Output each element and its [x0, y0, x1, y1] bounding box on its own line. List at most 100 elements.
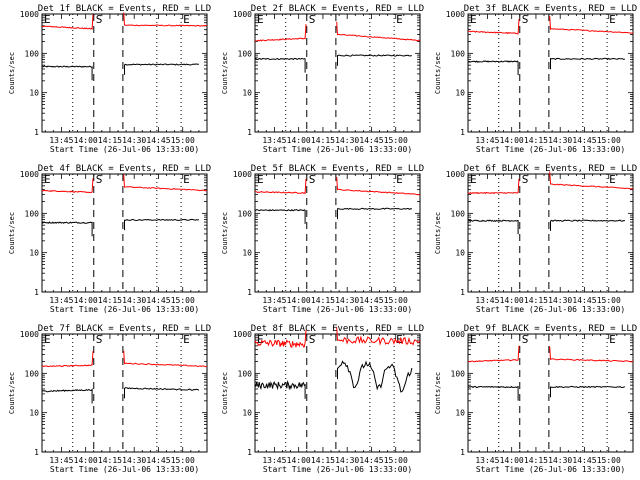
end-marker: E: [44, 333, 51, 346]
lld-series-line: [336, 21, 421, 42]
y-axis-label: Counts/sec: [8, 372, 16, 414]
x-tick-label: 14:00: [74, 296, 98, 305]
panel-title: Det 4f BLACK = Events, RED = LLD: [38, 164, 211, 174]
y-tick-label: 100: [238, 209, 253, 218]
lld-series-line: [255, 178, 307, 195]
panel-title: Det 3f BLACK = Events, RED = LLD: [464, 4, 637, 14]
x-tick-label: 14:30: [335, 136, 359, 145]
events-series-line: [124, 218, 200, 231]
start-marker: S: [522, 13, 529, 26]
lld-series-line: [123, 350, 208, 368]
lld-series-line: [549, 16, 634, 34]
x-tick-label: 15:00: [384, 456, 408, 465]
x-tick-label: 14:00: [500, 136, 524, 145]
panel-title: Det 6f BLACK = Events, RED = LLD: [464, 164, 637, 174]
x-axis: 13:45 14:00 14:15 14:30 14:45 15:00: [44, 174, 208, 305]
start-marker: S: [96, 173, 103, 186]
x-tick-label: 14:45: [146, 136, 170, 145]
y-tick-label: 1: [247, 288, 252, 297]
events-series-line: [337, 54, 412, 66]
x-axis-label: Start Time (26-Jul-06 13:33:00): [263, 145, 412, 154]
start-marker: S: [309, 173, 316, 186]
y-tick-label: 100: [451, 209, 466, 218]
lld-series-line: [41, 14, 94, 30]
x-axis-label: Start Time (26-Jul-06 13:33:00): [476, 145, 625, 154]
panel-title: Det 2f BLACK = Events, RED = LLD: [251, 4, 424, 14]
end-marker: E: [609, 13, 616, 26]
panel-det-3: Det 3f BLACK = Events, RED = LLD 1 10 100 10…: [434, 4, 637, 154]
events-series-line: [41, 65, 93, 81]
lld-series-line: [123, 12, 208, 27]
x-tick-label: 15:00: [384, 296, 408, 305]
y-axis: 1 10 100 1000: [20, 170, 207, 297]
x-tick-label: 14:15: [524, 136, 548, 145]
x-tick-label: 14:45: [146, 456, 170, 465]
end-marker: E: [470, 333, 477, 346]
start-marker: S: [309, 333, 316, 346]
x-axis: 13:45 14:00 14:15 14:30 14:45 15:00: [470, 174, 634, 305]
x-tick-label: 13:45: [49, 136, 73, 145]
x-tick-label: 14:15: [98, 456, 122, 465]
y-axis: 1 10 100 1000: [233, 330, 420, 457]
end-marker: E: [44, 13, 51, 26]
x-tick-label: 14:15: [524, 296, 548, 305]
x-tick-label: 14:00: [500, 456, 524, 465]
x-tick-label: 14:00: [74, 456, 98, 465]
x-tick-label: 14:30: [122, 136, 146, 145]
end-marker: E: [470, 13, 477, 26]
events-series-line: [41, 221, 93, 237]
y-tick-label: 1: [34, 128, 39, 137]
end-marker: E: [257, 13, 264, 26]
y-tick-label: 1: [460, 288, 465, 297]
y-tick-label: 10: [242, 89, 252, 98]
y-tick-label: 10: [29, 409, 39, 418]
lld-series-line: [336, 176, 421, 196]
y-axis-label: Counts/sec: [434, 212, 442, 254]
x-tick-label: 13:45: [49, 296, 73, 305]
lld-series-line: [467, 19, 520, 35]
x-tick-label: 15:00: [597, 136, 621, 145]
x-tick-label: 14:45: [572, 296, 596, 305]
panel-title: Det 5f BLACK = Events, RED = LLD: [251, 164, 424, 174]
x-axis-label: Start Time (26-Jul-06 13:33:00): [50, 145, 199, 154]
x-tick-label: 14:30: [548, 456, 572, 465]
end-marker: E: [396, 173, 403, 186]
x-tick-label: 13:45: [475, 136, 499, 145]
y-tick-label: 10: [29, 249, 39, 258]
x-tick-label: 14:30: [122, 296, 146, 305]
y-axis-label: Counts/sec: [434, 372, 442, 414]
x-tick-label: 14:15: [98, 136, 122, 145]
events-series-line: [41, 387, 93, 404]
y-tick-label: 1000: [233, 170, 252, 179]
x-tick-label: 13:45: [475, 296, 499, 305]
y-tick-label: 1000: [446, 10, 465, 19]
y-tick-label: 10: [455, 409, 465, 418]
x-axis-label: Start Time (26-Jul-06 13:33:00): [50, 305, 199, 314]
end-marker: E: [183, 13, 190, 26]
lld-series-line: [41, 351, 94, 368]
panel-det-4: Det 4f BLACK = Events, RED = LLD 1 10 100 10…: [8, 164, 211, 314]
y-axis: 1 10 100 1000: [446, 170, 633, 297]
events-series-line: [254, 379, 306, 399]
y-tick-label: 1: [460, 448, 465, 457]
x-tick-label: 14:00: [287, 136, 311, 145]
events-series-line: [124, 63, 200, 75]
x-tick-label: 14:30: [335, 456, 359, 465]
x-tick-label: 14:15: [311, 136, 335, 145]
x-tick-label: 14:45: [359, 136, 383, 145]
lld-series-line: [41, 178, 94, 194]
plot-frame: [254, 13, 421, 133]
start-marker: S: [522, 173, 529, 186]
plot-frame: [41, 13, 208, 133]
y-axis: 1 10 100 1000: [20, 330, 207, 457]
x-tick-label: 14:30: [548, 296, 572, 305]
y-tick-label: 10: [455, 249, 465, 258]
end-marker: E: [183, 173, 190, 186]
x-tick-label: 14:30: [548, 136, 572, 145]
y-tick-label: 10: [29, 89, 39, 98]
y-tick-label: 1: [247, 448, 252, 457]
x-tick-label: 14:15: [98, 296, 122, 305]
x-tick-label: 14:45: [146, 296, 170, 305]
y-axis: 1 10 100 1000: [20, 10, 207, 137]
